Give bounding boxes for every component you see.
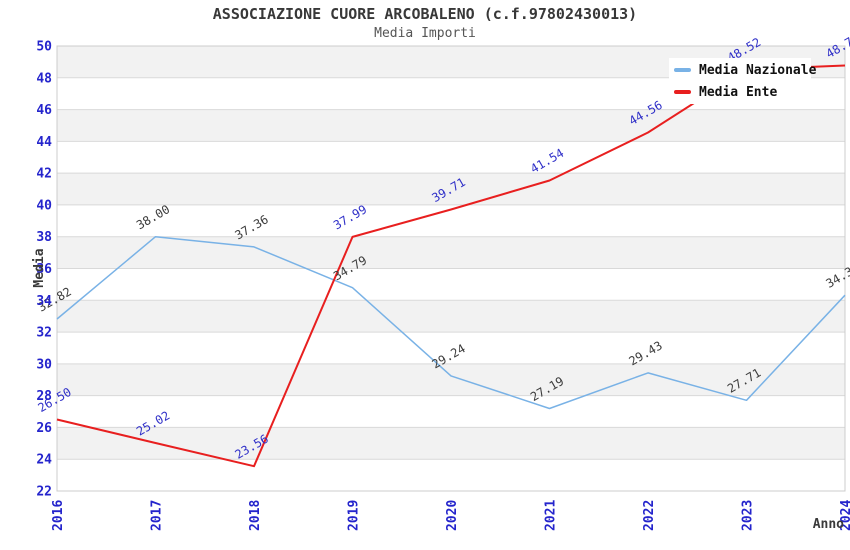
x-tick-label: 2017 — [150, 500, 165, 531]
x-tick-label: 2019 — [347, 500, 362, 531]
y-tick-label: 40 — [36, 198, 52, 213]
data-label: 41.54 — [528, 146, 566, 176]
legend-swatch-media-nazionale-icon — [674, 68, 691, 72]
x-tick-label: 2016 — [51, 500, 66, 531]
y-tick-label: 44 — [36, 135, 52, 150]
plot-border — [56, 45, 846, 492]
data-label: 37.99 — [331, 202, 369, 232]
y-tick-label: 50 — [36, 40, 52, 55]
y-tick-label: 26 — [36, 421, 52, 436]
grid-band — [57, 236, 845, 269]
legend: Media Nazionale Media Ente — [669, 58, 816, 104]
x-tick-label: 2021 — [544, 500, 559, 531]
y-tick-label: 32 — [36, 326, 52, 341]
y-tick-label: 36 — [36, 262, 52, 277]
legend-item-media-ente: Media Ente — [674, 83, 811, 101]
chart-subtitle: Media Importi — [374, 26, 476, 41]
y-tick-label: 42 — [36, 167, 52, 182]
chart-title: ASSOCIAZIONE CUORE ARCOBALENO (c.f.97802… — [212, 5, 638, 23]
y-tick-label: 28 — [36, 389, 52, 404]
series-line-media-nazionale — [56, 235, 846, 410]
grid-band — [57, 109, 845, 142]
y-tick-label: 30 — [36, 357, 52, 372]
data-label: 48.77 — [824, 31, 850, 61]
x-tick-label: 2020 — [445, 500, 460, 531]
y-tick-label: 34 — [36, 294, 52, 309]
y-tick-label: 48 — [36, 71, 52, 86]
x-tick-label: 2022 — [642, 500, 657, 531]
grid-band — [57, 427, 845, 460]
legend-item-media-nazionale: Media Nazionale — [674, 61, 816, 79]
grid-band — [57, 300, 845, 333]
y-tick-label: 46 — [36, 103, 52, 118]
x-tick-label: 2023 — [741, 500, 756, 531]
y-tick-label: 38 — [36, 230, 52, 245]
legend-swatch-media-ente-icon — [674, 90, 691, 94]
x-tick-label: 2018 — [248, 500, 263, 531]
legend-label: Media Nazionale — [699, 62, 817, 78]
data-label: 38.00 — [134, 202, 172, 232]
x-axis-title: Anno — [812, 517, 844, 532]
grid-band — [57, 363, 845, 396]
legend-label: Media Ente — [699, 84, 778, 100]
y-tick-label: 22 — [36, 485, 52, 500]
x-tick-label: 2024 — [839, 500, 850, 531]
grid-band — [57, 173, 845, 205]
y-tick-label: 24 — [36, 453, 52, 468]
y-axis-title: Media — [32, 248, 47, 288]
